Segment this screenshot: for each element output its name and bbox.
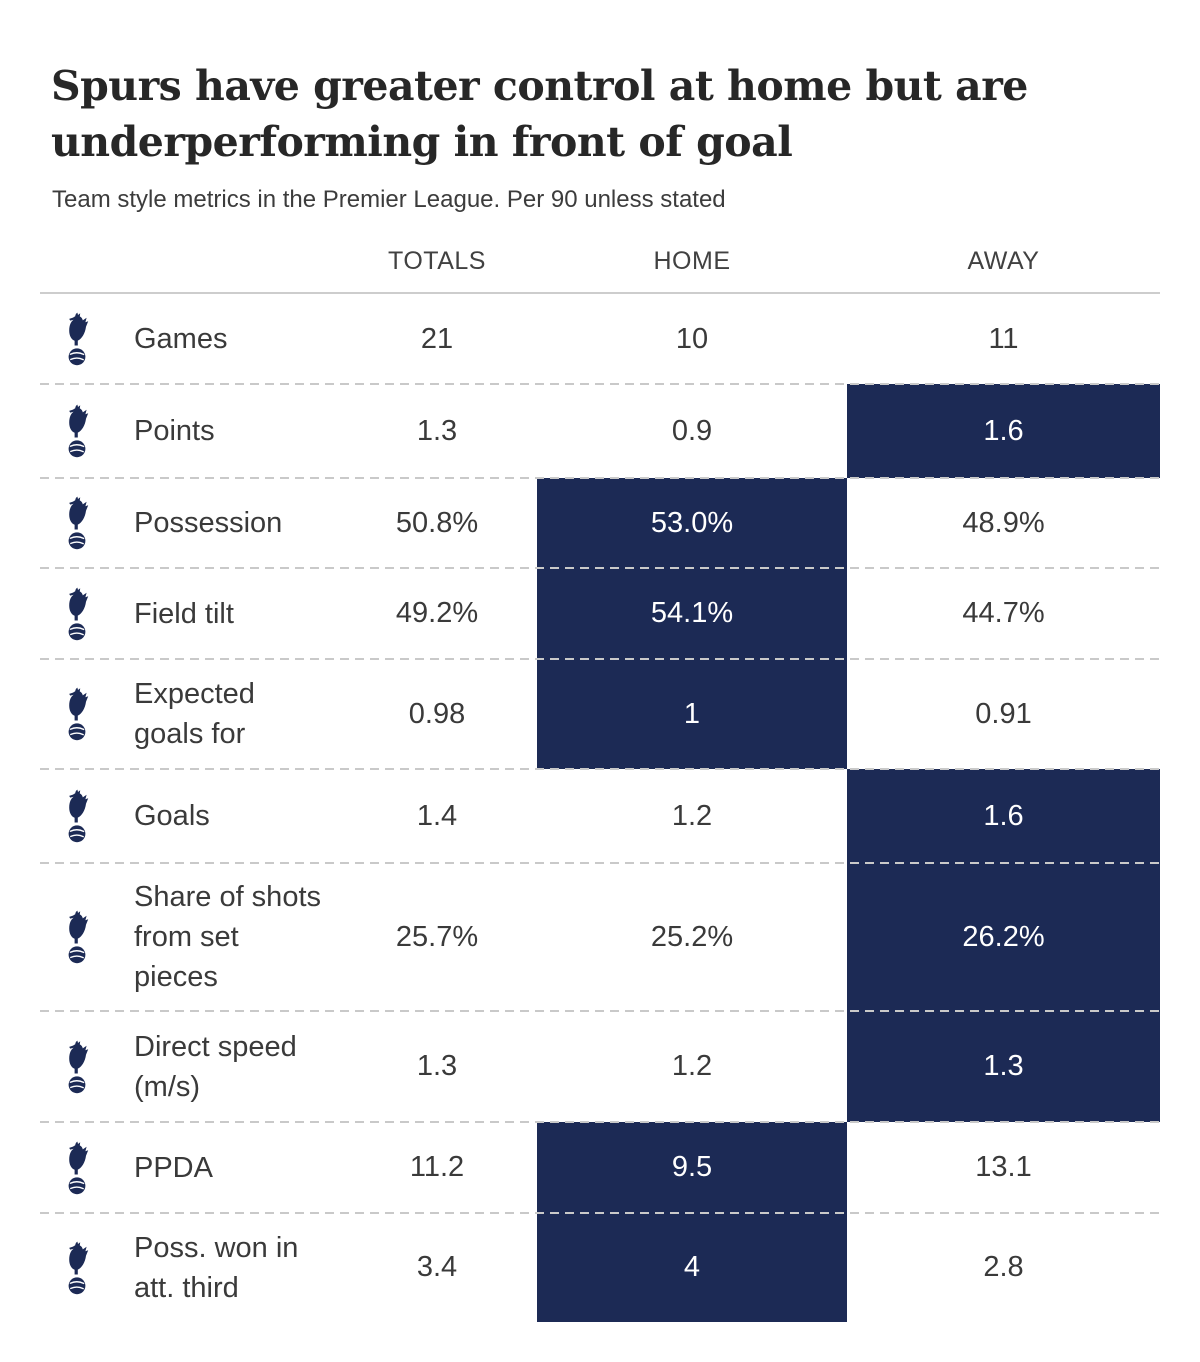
tottenham-crest-icon <box>40 687 134 741</box>
value-away: 11 <box>988 322 1019 355</box>
table-row: Share of shots from set pieces 25.7% 25.… <box>40 862 1160 1011</box>
value-away: 1.6 <box>847 384 1160 478</box>
value-home: 54.1% <box>537 568 847 659</box>
table-row: Possession 50.8% 53.0% 48.9% <box>40 477 1160 568</box>
tottenham-crest-icon <box>40 587 134 641</box>
value-totals: 50.8% <box>395 506 479 539</box>
value-home: 25.2% <box>650 920 734 953</box>
metric-label: Possession <box>134 507 283 539</box>
tottenham-crest-icon <box>40 496 134 550</box>
value-totals: 11.2 <box>409 1151 465 1183</box>
table-row: Poss. won in att. third 3.4 4 2.8 <box>40 1212 1160 1322</box>
tottenham-crest-icon <box>40 312 134 366</box>
value-away: 2.8 <box>983 1251 1024 1283</box>
table-row: Expected goals for 0.98 1 0.91 <box>40 658 1160 769</box>
metric-label: Goals <box>134 800 210 832</box>
column-header-away: AWAY <box>967 246 1040 275</box>
page-title: Spurs have greater control at home but a… <box>51 58 1101 170</box>
value-totals: 25.7% <box>395 920 479 953</box>
tottenham-crest-icon <box>40 404 134 458</box>
table-row: Field tilt 49.2% 54.1% 44.7% <box>40 567 1160 659</box>
metric-label: Field tilt <box>134 597 234 630</box>
value-home: 10 <box>675 322 709 355</box>
column-header-totals: TOTALS <box>388 246 486 275</box>
value-totals: 1.4 <box>416 799 458 832</box>
value-home: 1 <box>537 659 847 769</box>
page-title-line2: underperforming in front of goal <box>51 118 793 166</box>
table-header-row: TOTALS HOME AWAY <box>40 230 1160 292</box>
metric-label: Games <box>134 323 228 355</box>
value-totals: 3.4 <box>416 1251 458 1283</box>
value-totals: 21 <box>420 322 454 355</box>
value-home: 9.5 <box>537 1122 847 1213</box>
page-title-line1: Spurs have greater control at home but a… <box>51 62 1028 110</box>
metric-label: Share of shots from set pieces <box>134 881 321 993</box>
value-totals: 49.2% <box>395 597 479 629</box>
value-home: 53.0% <box>537 478 847 568</box>
value-totals: 1.3 <box>416 1050 458 1082</box>
value-home: 1.2 <box>671 1050 713 1082</box>
metric-label: Poss. won in att. third <box>134 1231 299 1304</box>
metric-label: Points <box>134 415 215 447</box>
metric-label: Direct speed (m/s) <box>134 1030 297 1103</box>
page-subtitle: Team style metrics in the Premier League… <box>52 186 726 213</box>
value-away: 44.7% <box>962 597 1045 629</box>
value-totals: 0.98 <box>408 697 466 730</box>
value-away: 1.6 <box>847 769 1160 863</box>
table-row: PPDA 11.2 9.5 13.1 <box>40 1121 1160 1213</box>
value-away: 1.3 <box>847 1011 1160 1122</box>
value-away: 13.1 <box>975 1151 1032 1183</box>
column-header-home: HOME <box>653 246 731 275</box>
value-totals: 1.3 <box>416 414 458 447</box>
metrics-table: TOTALS HOME AWAY Games 21 10 11 Points 1… <box>40 230 1160 1322</box>
tottenham-crest-icon <box>40 789 134 843</box>
value-home: 4 <box>537 1213 847 1322</box>
tottenham-crest-icon <box>40 910 134 964</box>
table-row: Goals 1.4 1.2 1.6 <box>40 768 1160 863</box>
tottenham-crest-icon <box>40 1040 134 1094</box>
value-away: 26.2% <box>847 863 1160 1011</box>
value-away: 0.91 <box>975 697 1032 730</box>
table-row: Games 21 10 11 <box>40 294 1160 384</box>
table-row: Direct speed (m/s) 1.3 1.2 1.3 <box>40 1010 1160 1122</box>
table-body: Games 21 10 11 Points 1.3 0.9 1.6 Posses… <box>40 292 1160 1322</box>
value-away: 48.9% <box>962 506 1045 539</box>
metric-label: PPDA <box>134 1151 213 1184</box>
value-home: 0.9 <box>671 414 713 447</box>
metric-label: Expected goals for <box>134 678 255 750</box>
tottenham-crest-icon <box>40 1241 134 1295</box>
tottenham-crest-icon <box>40 1141 134 1195</box>
table-row: Points 1.3 0.9 1.6 <box>40 383 1160 478</box>
value-home: 1.2 <box>671 799 713 832</box>
